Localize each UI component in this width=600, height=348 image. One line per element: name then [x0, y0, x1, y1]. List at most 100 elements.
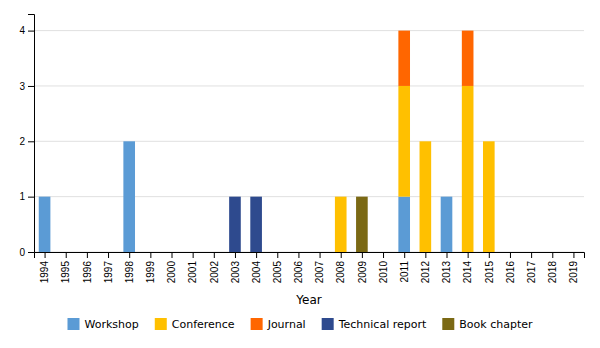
bar-segment — [546, 252, 558, 253]
legend: WorkshopConferenceJournalTechnical repor… — [67, 318, 532, 331]
y-tick-mark — [28, 197, 34, 198]
x-tick-label: 2006 — [293, 261, 304, 284]
bar-segment — [314, 252, 326, 253]
bar-segment — [187, 252, 199, 253]
bar-segment — [229, 196, 241, 197]
bar-segment — [377, 252, 389, 253]
bar-segment — [441, 196, 453, 197]
x-tick: 2009 — [357, 252, 368, 283]
bar-segment — [335, 196, 347, 197]
bar-segment — [123, 141, 135, 252]
bar-segment — [568, 252, 580, 253]
x-tick-label: 2012 — [420, 261, 431, 284]
y-tick-mark — [28, 141, 34, 142]
x-tick: 2007 — [314, 252, 325, 283]
bar-segment — [420, 141, 432, 142]
bar-segment — [271, 252, 283, 253]
bar-segment — [60, 252, 72, 253]
bar-segment — [420, 141, 432, 252]
legend-swatch — [442, 318, 454, 330]
bar-segment — [398, 86, 410, 197]
x-tick: 2002 — [209, 252, 220, 283]
x-tick-mark — [256, 252, 257, 258]
bar-segment — [271, 252, 283, 253]
x-tick-mark — [150, 252, 151, 258]
bar-segment — [271, 252, 283, 253]
bar-segment — [504, 252, 516, 253]
x-tick: 2000 — [166, 252, 177, 283]
x-tick: 2015 — [484, 252, 495, 283]
bar-segment — [546, 252, 558, 253]
x-tick-mark — [129, 252, 130, 258]
x-tick-mark — [341, 252, 342, 258]
x-tick-mark — [362, 252, 363, 258]
bar-segment — [145, 252, 157, 253]
series — [335, 86, 495, 252]
bar-segment — [462, 31, 474, 86]
bar-segment — [483, 141, 495, 142]
legend-label: Book chapter — [459, 318, 533, 331]
bar-segment — [377, 252, 389, 253]
bar-segment — [462, 86, 474, 252]
bar-segment — [60, 252, 72, 253]
x-tick: 2013 — [441, 252, 452, 283]
x-tick-label: 2009 — [357, 261, 368, 284]
bar-segment — [483, 141, 495, 142]
bar-segment — [81, 252, 93, 253]
bar-segment — [420, 141, 432, 142]
legend-label: Conference — [172, 318, 235, 331]
bar-segment — [293, 252, 305, 253]
x-tick-label: 2004 — [251, 261, 262, 284]
bar-segment — [81, 252, 93, 253]
bar-segment — [568, 252, 580, 253]
bar-segment — [441, 196, 453, 197]
y-tick: 0 — [19, 247, 34, 258]
x-tick-label: 1999 — [145, 261, 156, 284]
grid-line — [34, 85, 584, 86]
x-tick-label: 2001 — [187, 261, 198, 284]
bar-segment — [504, 252, 516, 253]
x-tick-mark — [193, 252, 194, 258]
y-axis: 01234 — [19, 15, 34, 258]
y-tick-label: 3 — [19, 81, 25, 92]
bar-segment — [546, 252, 558, 253]
bar-segment — [123, 141, 135, 142]
grid — [34, 31, 584, 252]
bar-segment — [356, 197, 368, 252]
bar-segment — [335, 196, 347, 197]
x-tick-mark — [531, 252, 532, 258]
bar-segment — [568, 252, 580, 253]
bar-segment — [525, 252, 537, 253]
x-tick: 2008 — [335, 252, 346, 283]
x-tick: 1996 — [82, 252, 93, 283]
bar-segment — [208, 252, 220, 253]
bar-segment — [314, 252, 326, 253]
x-tick: 2004 — [251, 252, 262, 283]
y-tick-label: 2 — [19, 136, 25, 147]
x-tick-label: 1994 — [39, 261, 50, 284]
x-tick-label: 2016 — [505, 261, 516, 284]
bar-segment — [229, 197, 241, 252]
bar-segment — [398, 30, 410, 31]
bar-segment — [39, 196, 51, 197]
legend-label: Technical report — [338, 318, 427, 331]
bar-segment — [525, 252, 537, 253]
bar-segment — [398, 31, 410, 86]
x-tick-mark — [172, 252, 173, 258]
x-tick-label: 2011 — [399, 261, 410, 283]
bar-segment — [166, 252, 178, 253]
x-axis: 1994199519961997199819992000200120022003… — [35, 252, 585, 283]
x-tick: 2003 — [230, 252, 241, 283]
bar-segment — [187, 252, 199, 253]
bar-segment — [187, 252, 199, 253]
x-tick-label: 1997 — [103, 261, 114, 284]
y-tick-mark — [28, 252, 34, 253]
x-tick-mark — [87, 252, 88, 258]
bar-segment — [60, 252, 72, 253]
x-tick: 1995 — [60, 252, 71, 283]
bar-segment — [398, 197, 410, 252]
x-tick-label: 2008 — [335, 261, 346, 284]
bar-segment — [145, 252, 157, 253]
bar-segment — [60, 252, 72, 253]
bar-segment — [39, 196, 51, 197]
